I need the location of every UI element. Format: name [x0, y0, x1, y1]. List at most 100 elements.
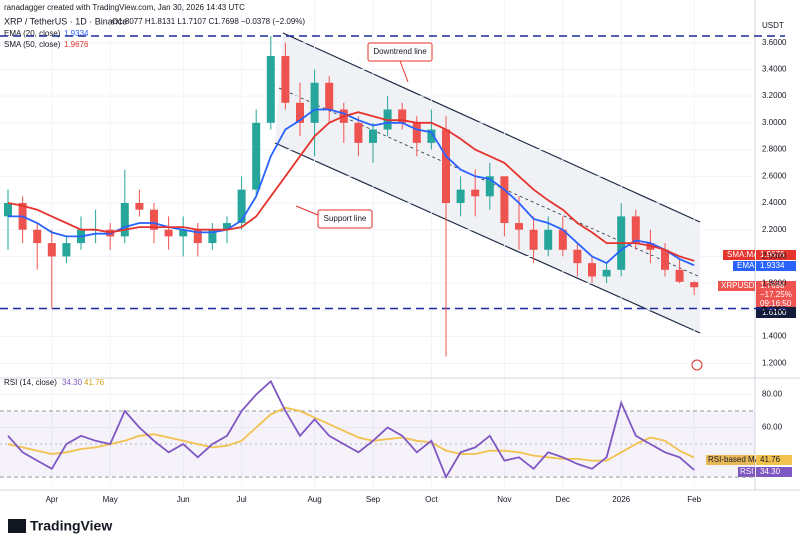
sma-legend-value: 1.9676	[64, 40, 89, 49]
symbol-tag	[718, 281, 755, 291]
countdown: 09:16:50	[760, 299, 792, 308]
y-tick-label: 2.8000	[762, 145, 787, 154]
downtrend-line	[282, 32, 701, 223]
candle-body	[179, 229, 188, 237]
candle-body	[310, 82, 319, 123]
candle-body	[281, 56, 290, 103]
support-line	[274, 142, 701, 334]
candle-body	[398, 109, 407, 123]
symbol: XRP / TetherUS · 1D · Binance	[4, 16, 127, 26]
sma-tag	[723, 250, 755, 260]
candle-body	[62, 243, 71, 257]
candle-body	[150, 209, 158, 230]
y-tick-label: 3.6000	[762, 38, 787, 47]
series-line	[7, 406, 695, 462]
rsi-ma-tag-label: RSI-based MA	[708, 455, 761, 464]
x-tick-label: Dec	[556, 495, 570, 504]
y-tick-label: 2.0000	[762, 252, 787, 261]
series-line	[8, 108, 695, 267]
candle-body	[529, 229, 538, 250]
currency: USDT	[762, 21, 784, 30]
sma-price: 1.9676	[760, 250, 785, 259]
candle-body	[558, 229, 567, 250]
footer: TradingView	[30, 518, 112, 534]
rsi-tag-label: RSI	[740, 467, 753, 476]
candle-body	[47, 243, 56, 257]
ema-tag	[733, 261, 755, 271]
rsi-header-ma: 41.76	[84, 378, 105, 387]
sma-tag-label: SMA:MA	[727, 250, 759, 259]
y-tick-label: 60.00	[762, 423, 783, 432]
candle-body	[412, 122, 421, 143]
ema-price: 1.9334	[760, 261, 785, 270]
y-tick-label: 3.4000	[762, 65, 787, 74]
candle-body	[33, 229, 42, 244]
candle-body	[544, 229, 553, 250]
candle-body	[690, 282, 699, 288]
x-tick-label: Oct	[425, 495, 438, 504]
rsi-box	[756, 467, 792, 477]
candle-body	[325, 82, 334, 110]
x-tick-label: Feb	[687, 495, 701, 504]
x-tick-label: Sep	[366, 495, 381, 504]
rsi-header-value: 34.30	[62, 378, 83, 387]
candle-body	[252, 122, 261, 190]
annotation-box	[317, 209, 373, 229]
last-price: 1.7698	[760, 281, 785, 290]
x-tick-label: May	[103, 495, 118, 504]
candle-body	[369, 129, 377, 143]
rsi-ma-box	[756, 455, 792, 465]
annotation: Downtrend line	[373, 47, 427, 56]
y-tick-label: 3.0000	[762, 118, 787, 127]
candle-body	[442, 129, 450, 204]
series-line	[7, 379, 695, 480]
x-tick-label: Apr	[46, 495, 59, 504]
candle-body	[602, 269, 611, 277]
candle-body	[588, 263, 596, 277]
ema-price-box	[756, 261, 796, 271]
x-tick-label: Aug	[307, 495, 321, 504]
candle-body	[4, 203, 12, 217]
ema-legend-value: 1.9334	[64, 29, 89, 38]
rsi-ma-tag	[706, 455, 755, 465]
ema-legend: EMA (20, close)	[4, 29, 61, 38]
y-tick-label: 3.2000	[762, 91, 787, 100]
y-tick-label: 1.6000	[762, 305, 787, 314]
support-price: 1.6100	[762, 308, 787, 317]
annotation-arrow	[399, 60, 409, 83]
credit: ranadagger created with TradingView.com,…	[4, 3, 245, 12]
y-tick-label: 2.6000	[762, 171, 787, 180]
candle-body	[296, 102, 304, 123]
candle-body	[193, 229, 202, 244]
candle-body	[456, 189, 465, 204]
ema-tag-label: EMA	[737, 261, 755, 270]
candle-body	[237, 189, 246, 224]
y-tick-label: 1.4000	[762, 332, 787, 341]
y-tick-label: 2.2000	[762, 225, 787, 234]
x-tick-label: 2026	[612, 495, 630, 504]
candle-body	[354, 122, 363, 143]
symbol-tag-label: XRPUSDT	[721, 281, 759, 290]
y-tick-label: 80.00	[762, 390, 783, 399]
x-tick-label: Jul	[236, 495, 246, 504]
candle-body	[135, 203, 144, 210]
candle-body	[631, 216, 640, 244]
candle-body	[471, 189, 480, 197]
candle-body	[675, 269, 684, 282]
support-price-box	[756, 307, 796, 318]
sma-legend: SMA (50, close)	[4, 40, 61, 49]
change: −17.25%	[760, 290, 792, 299]
sma-price-box	[756, 250, 796, 260]
candle-body	[223, 223, 231, 230]
y-tick-label: 2.4000	[762, 198, 787, 207]
candle-body	[427, 129, 436, 143]
candle-body	[515, 223, 523, 230]
y-tick-label: 1.8000	[762, 278, 787, 287]
rsi-header: RSI (14, close)	[4, 378, 57, 387]
event-icon[interactable]	[691, 359, 703, 371]
annotation: Support line	[324, 214, 367, 223]
annotation-arrow	[295, 205, 319, 216]
x-tick-label: Nov	[497, 495, 511, 504]
candle-body	[266, 56, 275, 123]
